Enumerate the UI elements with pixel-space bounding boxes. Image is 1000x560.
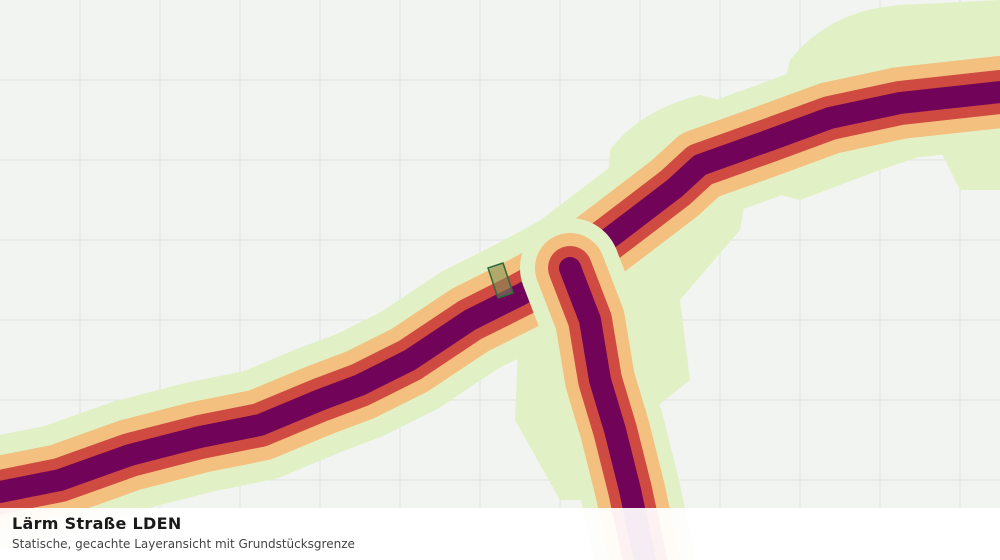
parcel-boundary: [487, 262, 514, 299]
caption-panel: Lärm Straße LDEN Statische, gecachte Lay…: [0, 508, 1000, 560]
branch-road-noise: [520, 218, 695, 560]
main-road-noise: [0, 36, 1000, 548]
noise-bands: [0, 36, 1000, 560]
layer-subtitle: Statische, gecachte Layeransicht mit Gru…: [12, 537, 355, 551]
layer-title: Lärm Straße LDEN: [12, 514, 182, 533]
